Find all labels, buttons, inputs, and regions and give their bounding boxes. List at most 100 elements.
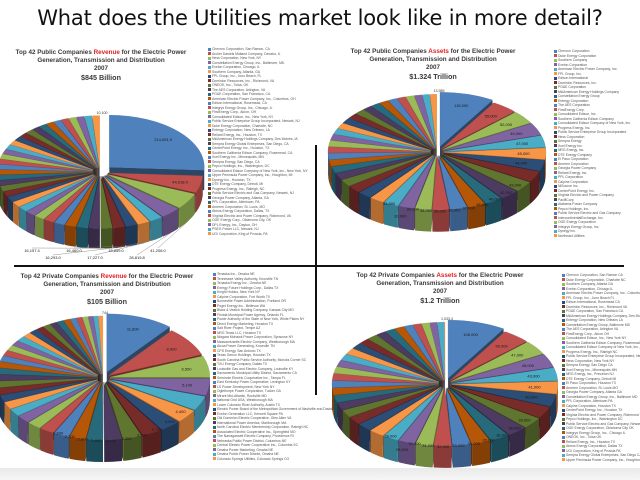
- legend-swatch: [562, 332, 565, 336]
- legend-swatch: [562, 323, 565, 327]
- legend-item: PG&E Corporation, San Francisco CA: [562, 309, 640, 314]
- pie-slice: [0, 379, 97, 403]
- legend-swatch: [554, 94, 557, 98]
- legend-swatch: [213, 277, 216, 281]
- legend-swatch: [208, 187, 211, 191]
- title-line2: Generation, Transmission and Distributio…: [43, 281, 171, 289]
- legend-item: Consolidated Edison Company of New York,…: [208, 169, 308, 174]
- pie-slice: [327, 146, 431, 154]
- legend-item: Atmos Energy Corporation, Dallas, TX: [208, 209, 308, 214]
- legend-swatch: [208, 232, 211, 236]
- legend-item: Hess Corporation, New York NY: [562, 359, 640, 364]
- legend-item: Integrys Energy Group, Inc., Chicago IL: [562, 431, 640, 436]
- legend-label: DTE Energy Company, Detroit, MI: [211, 182, 264, 186]
- legend-item: International Power America, Marlborough…: [213, 421, 349, 426]
- legend-swatch: [213, 412, 216, 416]
- pie-slice: [441, 102, 515, 150]
- chart-year: 2007: [99, 289, 114, 297]
- data-label: 45,000: [517, 151, 530, 156]
- pie-slice: [5, 144, 93, 171]
- pie-slice: [443, 123, 542, 151]
- pie-slice: [68, 117, 98, 168]
- pie-slice: [100, 176, 113, 229]
- legend-item: East Kentucky Power Cooperative, Lexingt…: [213, 380, 349, 385]
- pie-slice: [0, 169, 93, 175]
- legend-label: Edison International, Rosemead CA: [565, 300, 620, 304]
- legend-label: ONEOK, Inc., Tulsa OK: [565, 435, 602, 439]
- legend-item: National Grid USA, Westborough MA: [213, 398, 349, 403]
- legend-label: Electric Power Board of the Metropolitan…: [216, 407, 350, 411]
- pie-slice: [346, 348, 440, 383]
- legend-swatch: [554, 229, 557, 233]
- legend-label: DPL Energy, Inc., Dayton, OH: [211, 222, 257, 227]
- pie-slice: [60, 118, 98, 168]
- legend-swatch: [208, 70, 211, 74]
- data-label: 52,000: [500, 122, 513, 127]
- legend-swatch: [208, 101, 211, 105]
- legend-label: NRG Energy, Inc.: [557, 148, 585, 152]
- pie-tops: [331, 319, 559, 446]
- legend-swatch: [554, 85, 557, 89]
- data-label: 3,500: [137, 433, 148, 438]
- title-text: for the Electric Power: [448, 48, 516, 55]
- legend-swatch: [554, 117, 557, 121]
- pie-slice: [87, 316, 103, 375]
- chart-title-private-assets: Top 42 Private Companies Assets for the …: [345, 272, 535, 305]
- data-label: 35,000: [434, 208, 447, 213]
- data-label: 4,400: [176, 409, 187, 414]
- pie-slice: [442, 154, 531, 191]
- pie-slice: [7, 173, 94, 202]
- legend-label: CenterPoint Energy, Inc.: [557, 188, 595, 193]
- legend-label: Progress Energy, Inc.: [557, 125, 591, 130]
- legend-private-revenue: Tenaska Inc., Omaha NE Tennessee Valley A…: [213, 272, 349, 461]
- legend-item: American Electric Power Company, Inc., C…: [208, 97, 308, 102]
- legend-label: Hess Corporation, New York, NY: [211, 56, 262, 60]
- legend-item: OGE Energy Corporation: [554, 220, 631, 225]
- legend-label: Chevron Corporation, San Ramon, CA: [211, 47, 270, 51]
- pie-slice: [405, 95, 436, 149]
- pie-slice: [69, 317, 102, 375]
- pie-slice: [445, 387, 472, 446]
- legend-swatch: [562, 314, 565, 318]
- legend-swatch: [213, 272, 216, 276]
- legend-item: Duke Energy Corporation, Charlotte NC: [562, 278, 640, 283]
- legend-swatch: [562, 408, 565, 412]
- legend-label: Xcel Energy Inc.: [557, 143, 583, 148]
- pie-slice: [439, 92, 493, 147]
- legend-label: The AES Corporation: [557, 103, 591, 107]
- legend-item: FirstEnergy Corp., Akron OH: [562, 332, 640, 337]
- legend-swatch: [213, 317, 216, 321]
- legend-item: PPL Corporation, Allentown, PA: [208, 200, 308, 205]
- legend-item: Reliant Energy, Inc., Houston TX: [562, 440, 640, 445]
- legend-swatch: [554, 54, 557, 58]
- legend-label: PPL Corporation, Allentown, PA: [211, 200, 260, 204]
- legend-label: Chevron Corporation: [557, 49, 590, 53]
- legend-label: Entergy Corporation: [557, 98, 589, 103]
- legend-swatch: [213, 286, 216, 290]
- legend-item: OGE Energy Corp., Oklahoma City, OK: [208, 218, 308, 223]
- legend-label: Progress Energy, Inc., Raleigh NC: [565, 349, 618, 354]
- pie-slice: [76, 316, 102, 375]
- legend-label: Southern Company, Atlanta GA: [565, 282, 614, 286]
- legend-swatch: [213, 385, 216, 389]
- pie-slice: [331, 152, 431, 174]
- pie-slice: [444, 322, 446, 381]
- legend-item: Upper Peninsula Power Company, Inc., Hou…: [208, 173, 308, 178]
- data-label: 13,985: [434, 89, 445, 93]
- data-label: 214,091.0: [154, 137, 173, 142]
- legend-label: American Electric Power Company, Inc.: [557, 67, 618, 71]
- legend-item: Edison International, Rosemead CA: [562, 300, 640, 305]
- legend-label: NRG Energy, Inc., Princeton NJ: [565, 372, 614, 376]
- legend-item: Public Service Enterprise Group Incorpor…: [208, 119, 308, 124]
- legend-label: American Electric Power Company, Inc., C…: [211, 96, 296, 101]
- legend-label: Old Dominion Electric Cooperative, Glen …: [216, 416, 292, 420]
- legend-label: Omaha Power Marketing, Omaha NE: [216, 447, 274, 452]
- pie-slice: [29, 329, 99, 376]
- legend-item: Texas Genco Holdings, Houston TX: [213, 353, 349, 358]
- legend-label: Sempra Energy Global Enterprises, San Di…: [565, 453, 640, 457]
- pie-slice: [19, 174, 95, 212]
- legend-label: Massachusetts Electric Company, Westboro…: [216, 339, 295, 344]
- legend-item: Lower Colorado River Authority, Austin T…: [213, 403, 349, 408]
- data-label: 744: [102, 311, 108, 315]
- legend-swatch: [208, 97, 211, 101]
